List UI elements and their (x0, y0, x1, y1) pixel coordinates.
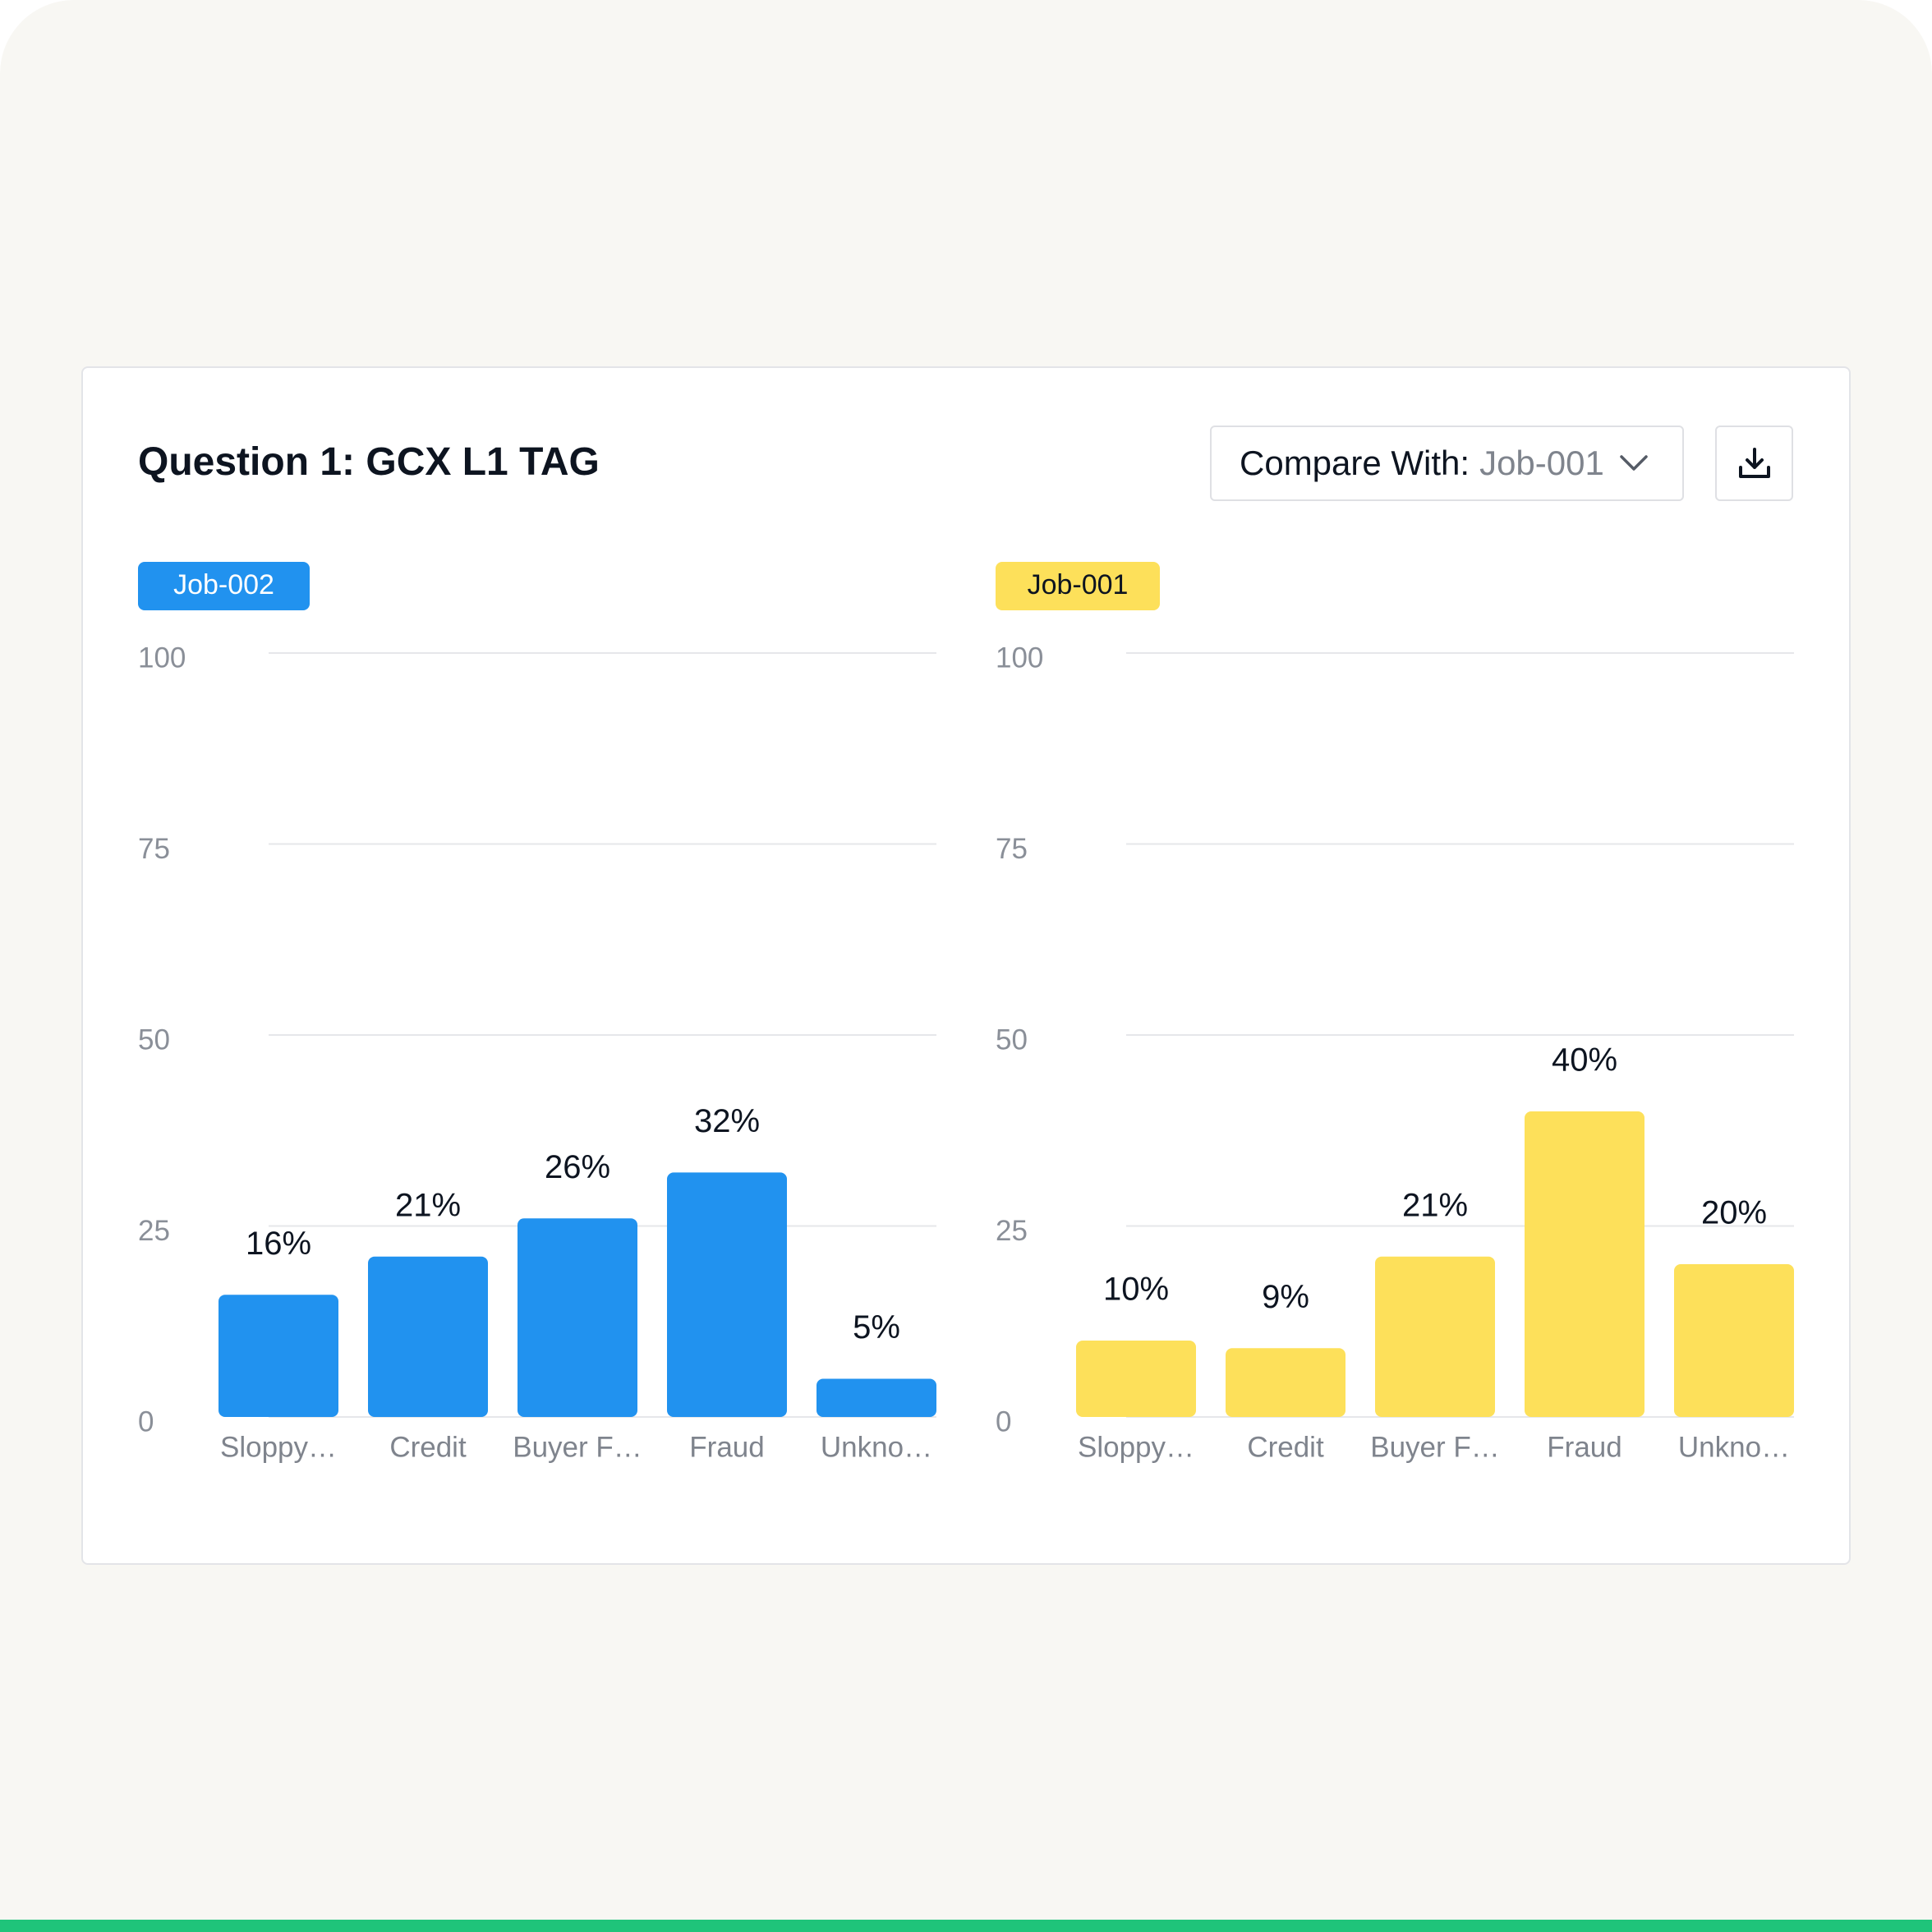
bar (1076, 1341, 1196, 1417)
data-label: 9% (1262, 1279, 1309, 1315)
y-tick-label: 100 (996, 642, 1043, 674)
chevron-icon (1620, 455, 1648, 471)
y-tick-label: 100 (138, 642, 186, 674)
x-tick-label: Sloppy… (1078, 1431, 1194, 1463)
download-button[interactable] (1715, 426, 1793, 501)
x-tick-label: Buyer F… (513, 1431, 642, 1463)
x-tick-label: Unkno… (821, 1431, 932, 1463)
x-tick-label: Credit (389, 1431, 467, 1463)
series-badge-label: Job-001 (1028, 569, 1129, 600)
y-tick-label: 25 (996, 1215, 1028, 1247)
bar (1525, 1111, 1644, 1417)
y-tick-label: 0 (138, 1405, 154, 1438)
compare-label: Compare With: (1240, 444, 1470, 482)
compare-dropdown[interactable]: Compare With: Job-001 (1210, 426, 1684, 501)
card-title: Question 1: GCX L1 TAG (138, 440, 600, 484)
data-label: 21% (395, 1187, 461, 1223)
bar (1674, 1264, 1794, 1417)
bar (218, 1295, 338, 1417)
data-label: 26% (545, 1149, 610, 1185)
y-tick-label: 75 (996, 833, 1028, 865)
series-badge (138, 562, 310, 610)
x-tick-label: Credit (1247, 1431, 1324, 1463)
y-tick-label: 50 (138, 1024, 170, 1056)
bar (1226, 1348, 1346, 1417)
data-label: 32% (694, 1103, 760, 1139)
download-icon (1738, 448, 1770, 478)
data-label: 16% (246, 1226, 311, 1262)
bar (816, 1378, 936, 1417)
x-tick-label: Fraud (1547, 1431, 1622, 1463)
y-tick-label: 75 (138, 833, 170, 865)
bar (518, 1218, 637, 1417)
x-tick-label: Buyer F… (1370, 1431, 1500, 1463)
data-label: 21% (1402, 1187, 1468, 1223)
bar (1375, 1256, 1495, 1417)
bar (368, 1256, 488, 1417)
bar (667, 1172, 787, 1417)
series-badge-label: Job-002 (173, 569, 274, 600)
x-tick-label: Fraud (689, 1431, 764, 1463)
data-label: 20% (1701, 1195, 1767, 1231)
compare-value: Job-001 (1479, 444, 1604, 482)
x-tick-label: Unkno… (1678, 1431, 1790, 1463)
y-tick-label: 0 (996, 1405, 1011, 1438)
bottom-strip (0, 1920, 1932, 1932)
data-label: 40% (1552, 1042, 1617, 1079)
y-tick-label: 25 (138, 1215, 170, 1247)
y-tick-label: 50 (996, 1024, 1028, 1056)
series-badge (996, 562, 1160, 610)
x-tick-label: Sloppy… (220, 1431, 337, 1463)
data-label: 5% (853, 1309, 900, 1346)
data-label: 10% (1103, 1272, 1169, 1308)
